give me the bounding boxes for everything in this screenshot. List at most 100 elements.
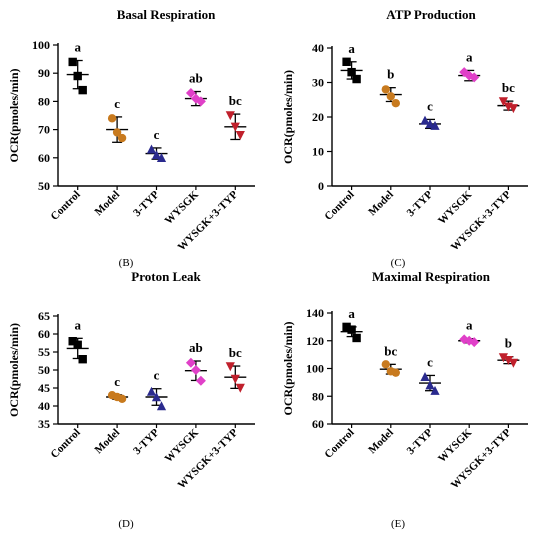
y-tick-label: 120 <box>306 334 324 348</box>
panel-basal-respiration: Basal Respiration OCR(pmoles/min) 50 60 70 80… <box>7 7 255 269</box>
data-point <box>342 322 351 332</box>
significance-letter: bc <box>384 343 397 358</box>
group-3-typ: c <box>419 354 441 395</box>
data-point <box>195 96 206 107</box>
x-tick-label-model: Model <box>93 189 123 219</box>
panel-atp-production: ATP Production OCR(pmoles/min) 0 10 20 30 40 Co… <box>281 7 528 269</box>
group-wysgk: a <box>458 49 481 83</box>
group-control: a <box>66 317 89 364</box>
y-tick-label: 10 <box>312 145 324 159</box>
significance-letter: a <box>74 317 81 332</box>
panel-letter: (C) <box>391 257 406 269</box>
y-axis-label: OCR(pmoles/min) <box>281 322 295 416</box>
data-point <box>342 57 351 66</box>
group-model: c <box>106 96 129 143</box>
y-tick-label: 140 <box>306 306 324 320</box>
x-tick-label-wysgk: WYSGK <box>163 426 202 465</box>
data-point <box>73 71 82 81</box>
data-point <box>347 325 356 334</box>
y-tick-label: 70 <box>38 123 50 137</box>
panel-maximal-respiration: Maximal Respiration OCR(pmoles/min) 60 80 10… <box>281 269 528 530</box>
group-3-typ: c <box>419 98 441 130</box>
significance-letter: a <box>74 40 81 55</box>
y-tick-label: 0 <box>318 179 324 193</box>
y-tick-label: 30 <box>312 76 324 90</box>
y-axis-label: OCR(pmoles/min) <box>7 323 21 417</box>
data-point <box>156 401 167 411</box>
data-point <box>230 122 240 132</box>
data-point <box>352 333 361 343</box>
significance-letter: c <box>154 368 160 383</box>
data-point <box>420 115 430 125</box>
chart-title: ATP Production <box>386 7 476 22</box>
significance-letter: ab <box>189 340 203 355</box>
data-point <box>68 337 77 346</box>
group-wysgk-3-typ: bc <box>224 345 247 393</box>
group-control: a <box>340 306 363 343</box>
data-point <box>78 355 87 364</box>
y-tick-label: 80 <box>38 94 50 108</box>
significance-letter: c <box>114 374 120 389</box>
x-tick-label-control: Control <box>322 189 356 223</box>
significance-letter: bc <box>229 93 242 108</box>
data-point <box>469 337 480 348</box>
chart-title: Maximal Respiration <box>372 269 491 284</box>
y-tick-label: 55 <box>38 345 50 359</box>
data-point <box>78 85 87 95</box>
y-tick-label: 80 <box>312 389 324 403</box>
data-point <box>508 104 518 114</box>
y-tick-label: 35 <box>38 417 50 431</box>
data-point <box>185 357 196 368</box>
x-tick-label-wysgk: WYSGK <box>436 426 475 465</box>
x-tick-label-model: Model <box>366 189 396 219</box>
data-point <box>146 144 157 154</box>
data-point <box>386 92 395 101</box>
group-control: a <box>66 40 89 95</box>
group-model: c <box>106 374 129 403</box>
significance-letter: b <box>387 67 394 82</box>
significance-letter: c <box>114 96 120 111</box>
group-wysgk: ab <box>184 71 207 107</box>
y-tick-label: 50 <box>38 363 50 377</box>
data-point <box>117 133 127 143</box>
significance-letter: a <box>348 41 355 56</box>
data-point <box>430 385 440 395</box>
x-tick-label-control: Control <box>49 189 83 223</box>
data-point <box>420 372 430 382</box>
data-point <box>469 72 480 83</box>
significance-letter: bc <box>502 80 515 95</box>
x-tick-label-model: Model <box>93 427 123 457</box>
data-point <box>498 353 508 363</box>
y-tick-label: 90 <box>38 66 50 80</box>
group-wysgk: ab <box>184 340 207 386</box>
significance-letter: c <box>427 354 433 369</box>
y-axis-label: OCR(pmoles/min) <box>281 70 295 164</box>
significance-letter: c <box>154 127 160 142</box>
data-point <box>68 57 77 67</box>
y-tick-label: 45 <box>38 381 50 395</box>
data-point <box>151 392 162 402</box>
x-tick-label-3-typ: 3-TYP <box>405 188 436 219</box>
y-tick-label: 65 <box>38 309 50 323</box>
significance-letter: ab <box>189 71 203 86</box>
data-point <box>425 119 435 129</box>
group-wysgk-3-typ: bc <box>224 93 247 141</box>
panel-letter: (B) <box>119 257 134 269</box>
significance-letter: c <box>427 98 433 113</box>
data-point <box>112 128 122 137</box>
group-wysgk: a <box>458 318 481 348</box>
data-point <box>425 380 435 390</box>
data-point <box>190 365 201 375</box>
y-tick-label: 50 <box>38 179 50 193</box>
data-point <box>151 150 162 160</box>
data-point <box>503 355 513 365</box>
y-tick-label: 40 <box>38 399 50 413</box>
x-tick-label-wysgk: WYSGK <box>163 188 202 227</box>
group-wysgk-3-typ: bc <box>497 80 520 114</box>
y-tick-label: 60 <box>38 327 50 341</box>
data-point <box>73 340 82 349</box>
x-tick-label-3-typ: 3-TYP <box>405 426 436 457</box>
significance-letter: a <box>466 49 473 64</box>
y-tick-label: 20 <box>312 110 324 124</box>
